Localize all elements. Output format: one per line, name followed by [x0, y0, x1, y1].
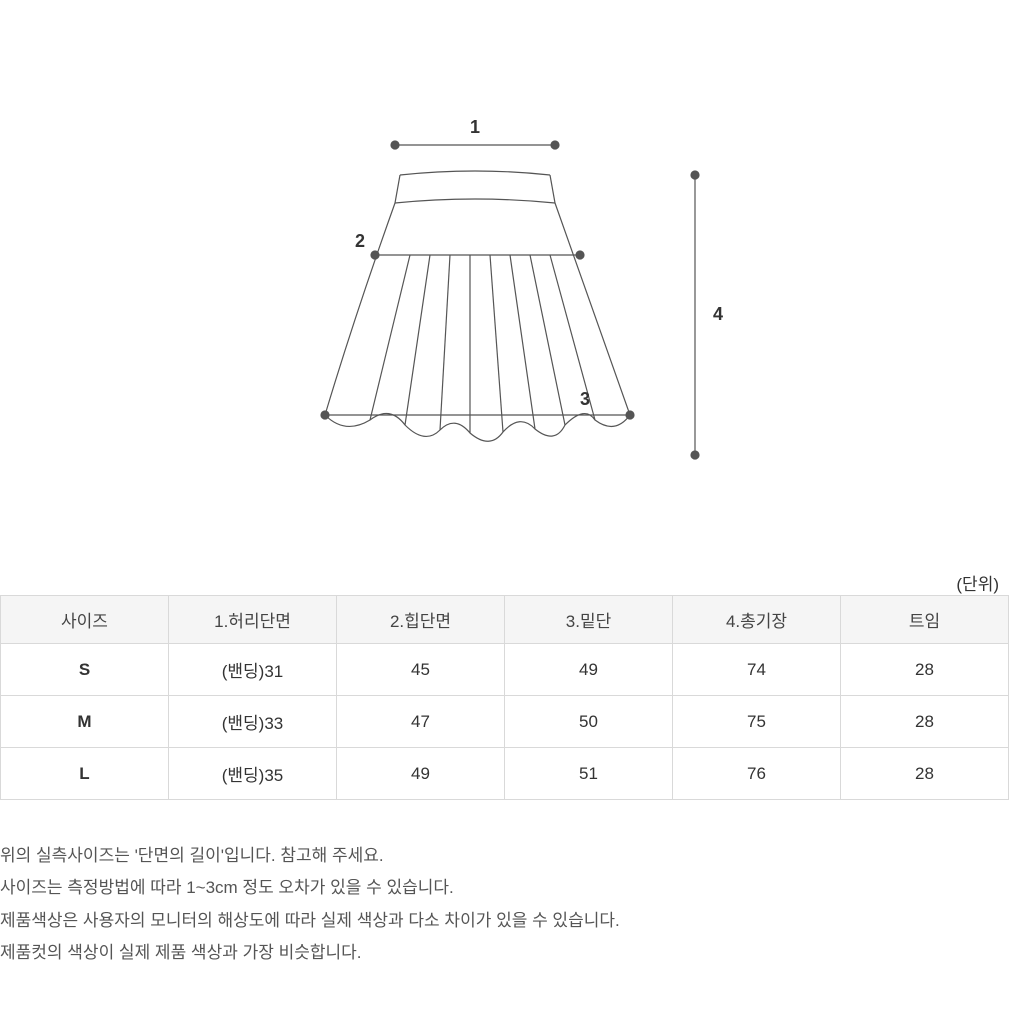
note-line: 제품색상은 사용자의 모니터의 해상도에 따라 실제 색상과 다소 차이가 있을…	[0, 905, 1009, 937]
notes-block: 위의 실측사이즈는 '단면의 길이'입니다. 참고해 주세요. 사이즈는 측정방…	[0, 840, 1009, 969]
size-table: 사이즈 1.허리단면 2.힙단면 3.밑단 4.총기장 트임 S (밴딩)31 …	[0, 595, 1009, 800]
cell: (밴딩)33	[169, 696, 337, 748]
cell: 28	[841, 748, 1009, 800]
table-row: L (밴딩)35 49 51 76 28	[1, 748, 1009, 800]
col-slit: 트임	[841, 596, 1009, 644]
cell: S	[1, 644, 169, 696]
cell: (밴딩)35	[169, 748, 337, 800]
col-hip: 2.힙단면	[337, 596, 505, 644]
cell: 75	[673, 696, 841, 748]
table-header-row: 사이즈 1.허리단면 2.힙단면 3.밑단 4.총기장 트임	[1, 596, 1009, 644]
table-row: S (밴딩)31 45 49 74 28	[1, 644, 1009, 696]
cell: 74	[673, 644, 841, 696]
table-row: M (밴딩)33 47 50 75 28	[1, 696, 1009, 748]
cell: M	[1, 696, 169, 748]
col-length: 4.총기장	[673, 596, 841, 644]
cell: 28	[841, 696, 1009, 748]
cell: 49	[505, 644, 673, 696]
cell: 51	[505, 748, 673, 800]
col-size: 사이즈	[1, 596, 169, 644]
diagram-label-3: 3	[580, 389, 590, 409]
cell: (밴딩)31	[169, 644, 337, 696]
diagram-label-2: 2	[354, 231, 364, 251]
skirt-diagram: 1 2	[0, 0, 1009, 530]
cell: L	[1, 748, 169, 800]
diagram-label-4: 4	[713, 304, 723, 324]
cell: 49	[337, 748, 505, 800]
cell: 28	[841, 644, 1009, 696]
note-line: 사이즈는 측정방법에 따라 1~3cm 정도 오차가 있을 수 있습니다.	[0, 872, 1009, 904]
cell: 50	[505, 696, 673, 748]
cell: 45	[337, 644, 505, 696]
col-waist: 1.허리단면	[169, 596, 337, 644]
diagram-label-1: 1	[469, 117, 479, 137]
unit-label: (단위)	[956, 570, 999, 595]
cell: 47	[337, 696, 505, 748]
note-line: 위의 실측사이즈는 '단면의 길이'입니다. 참고해 주세요.	[0, 840, 1009, 872]
cell: 76	[673, 748, 841, 800]
note-line: 제품컷의 색상이 실제 제품 색상과 가장 비슷합니다.	[0, 937, 1009, 969]
col-hem: 3.밑단	[505, 596, 673, 644]
skirt-svg: 1 2	[235, 85, 775, 505]
